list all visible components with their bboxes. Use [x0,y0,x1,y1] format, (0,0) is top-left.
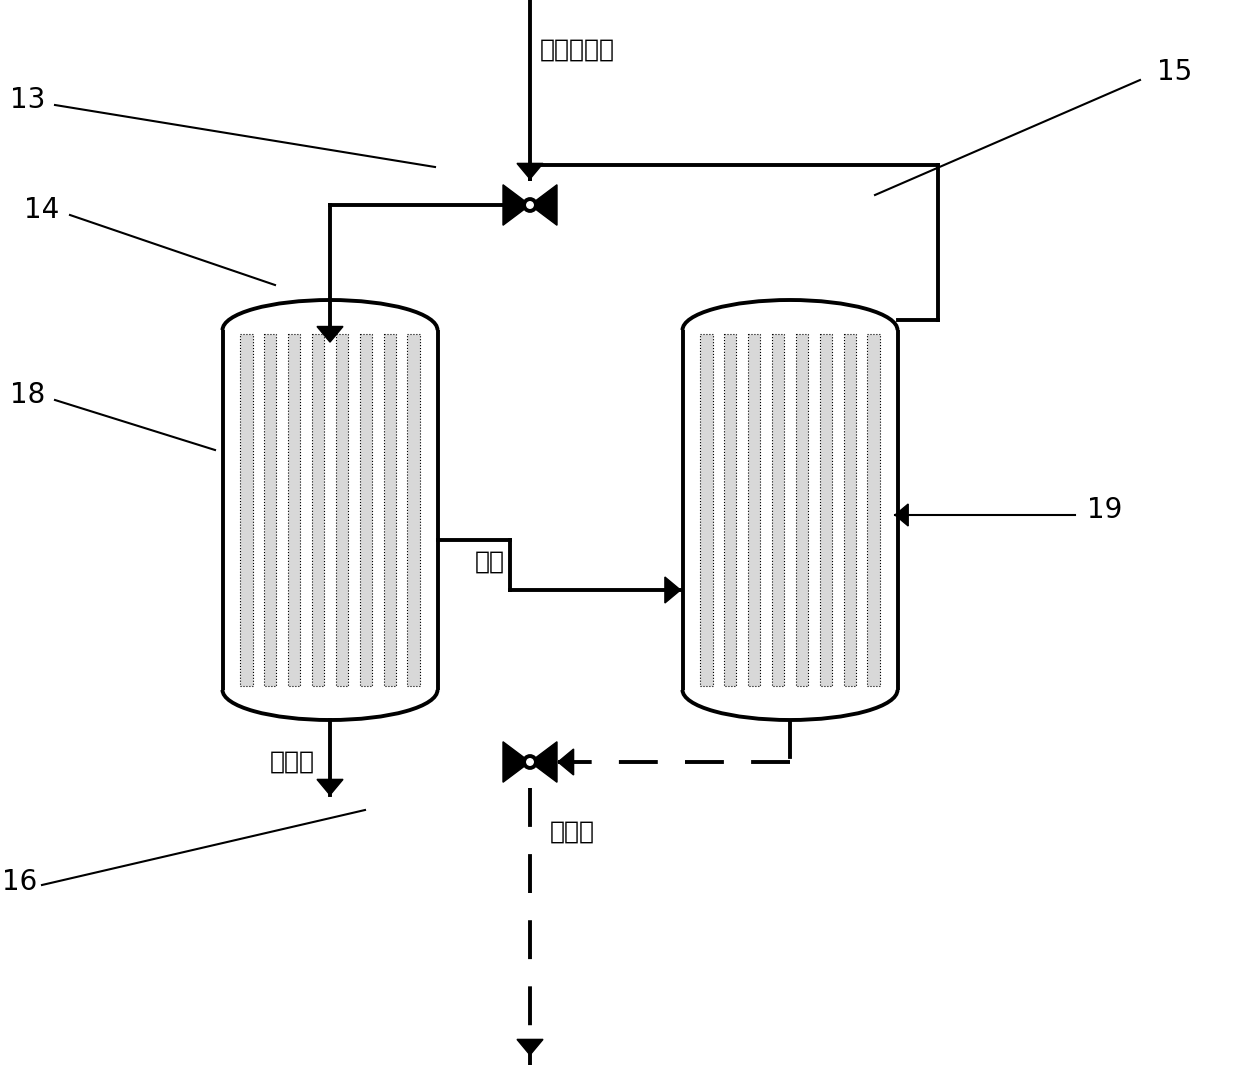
Text: 干烟气: 干烟气 [270,750,315,774]
Polygon shape [317,327,343,342]
Polygon shape [503,741,529,783]
Bar [820,334,832,686]
Bar [771,334,784,686]
Circle shape [525,199,536,211]
Polygon shape [665,577,681,603]
Bar [336,334,348,686]
Circle shape [525,756,536,768]
Bar [748,334,760,686]
Bar [796,334,808,686]
Polygon shape [517,163,543,179]
Text: 18: 18 [10,381,46,409]
Bar [701,334,713,686]
Bar [264,334,277,686]
Text: 13: 13 [10,86,46,114]
Text: 14: 14 [25,196,60,224]
Polygon shape [503,184,529,226]
Text: 水蒸气: 水蒸气 [551,820,595,843]
Text: 15: 15 [1157,58,1193,86]
Text: 19: 19 [1087,496,1122,524]
Polygon shape [529,741,557,783]
Polygon shape [529,184,557,226]
Text: 16: 16 [2,868,37,896]
Bar [383,334,396,686]
Bar [843,334,856,686]
Bar [408,334,420,686]
Bar [724,334,737,686]
Polygon shape [895,504,908,526]
Bar [868,334,880,686]
Bar [311,334,325,686]
Text: 高温湿尾气: 高温湿尾气 [539,38,615,62]
Text: 烟气: 烟气 [475,550,505,574]
Bar [241,334,253,686]
Polygon shape [317,780,343,794]
Bar [360,334,372,686]
Bar [288,334,300,686]
Polygon shape [558,749,574,775]
Polygon shape [517,1039,543,1055]
